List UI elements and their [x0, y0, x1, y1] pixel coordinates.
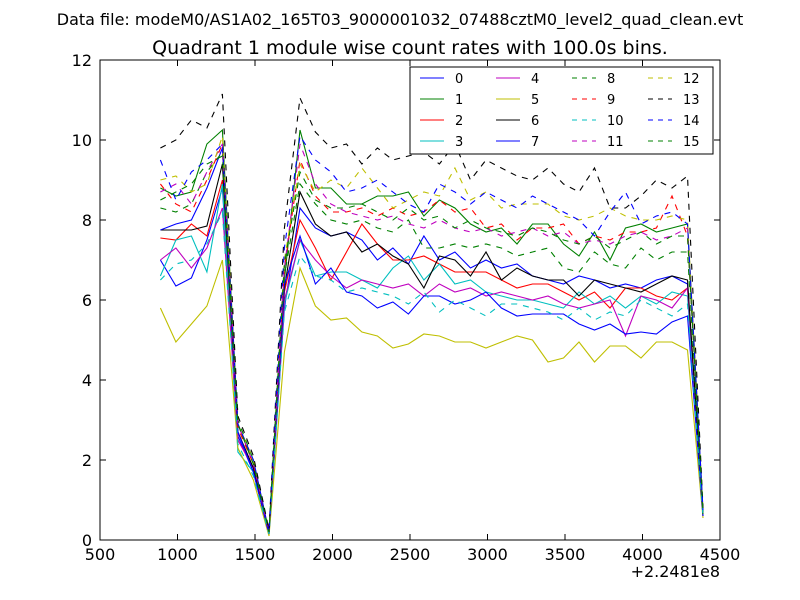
x-tick-label: 4500 [700, 545, 741, 564]
legend-label-1: 1 [455, 93, 463, 108]
legend-box [409, 66, 714, 155]
y-tick-label: 2 [82, 451, 92, 470]
chart-title: Quadrant 1 module wise count rates with … [152, 37, 668, 59]
legend-label-13: 13 [683, 93, 700, 108]
y-tick-label: 8 [82, 211, 92, 230]
y-tick-label: 12 [72, 51, 92, 70]
legend-label-6: 6 [531, 114, 539, 129]
legend-label-2: 2 [455, 114, 463, 129]
x-tick-label: 3000 [467, 545, 508, 564]
legend-label-11: 11 [607, 135, 624, 150]
series-line-5 [159, 259, 704, 537]
x-tick-label: 4000 [622, 545, 663, 564]
y-tick-label: 10 [72, 131, 92, 150]
legend-label-10: 10 [607, 114, 624, 129]
x-tick-label: 1500 [235, 545, 276, 564]
y-tick-label: 0 [82, 531, 92, 550]
x-offset-label: +2.2481e8 [631, 562, 720, 581]
x-tick-label: 3500 [545, 545, 586, 564]
series-line-13 [160, 93, 704, 531]
legend-label-8: 8 [607, 72, 615, 87]
legend-label-9: 9 [607, 93, 615, 108]
series-line-0 [159, 187, 704, 535]
y-tick-label: 4 [82, 371, 92, 390]
legend-label-4: 4 [531, 72, 539, 87]
x-tick-label: 2000 [312, 545, 353, 564]
ticks-layer: 500 1000 1500 2000 2500 3000 3500 4000 4500 0 2 4 6 8… [72, 51, 741, 564]
series-line-12 [160, 135, 704, 533]
legend-label-7: 7 [531, 135, 539, 150]
series-line-15 [160, 155, 704, 533]
series-line-9 [159, 143, 704, 533]
series-line-2 [160, 179, 704, 533]
legend-label-0: 0 [455, 72, 463, 87]
legend-label-5: 5 [531, 93, 539, 108]
series-line-7 [160, 147, 704, 535]
series-line-14 [159, 134, 704, 533]
series-layer [159, 93, 704, 537]
suptitle: Data file: modeM0/AS1A02_165T03_90000010… [57, 10, 743, 30]
series-line-11 [160, 142, 704, 533]
series-line-6 [160, 163, 704, 533]
x-tick-label: 2500 [390, 545, 431, 564]
x-tick-label: 1000 [157, 545, 198, 564]
legend-label-14: 14 [683, 114, 700, 129]
y-tick-label: 6 [82, 291, 92, 310]
series-line-4 [160, 207, 704, 535]
series-line-8 [160, 150, 704, 533]
legend-label-12: 12 [683, 72, 700, 87]
x-tick-label: 500 [85, 545, 116, 564]
legend-label-3: 3 [455, 135, 463, 150]
legend-label-15: 15 [683, 135, 700, 150]
